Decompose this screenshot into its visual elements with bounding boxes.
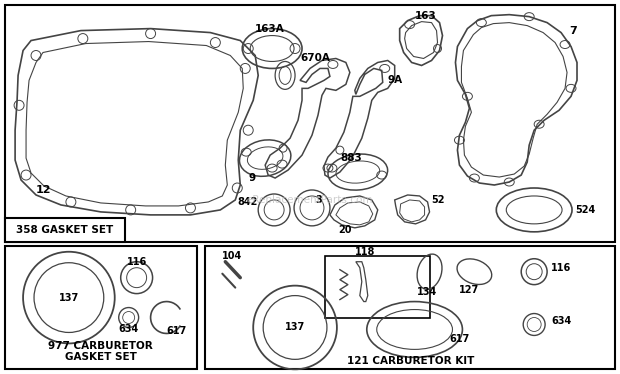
Text: 358 GASKET SET: 358 GASKET SET (16, 225, 113, 235)
Text: 7: 7 (569, 25, 577, 36)
Text: 134: 134 (417, 286, 438, 297)
Text: 617: 617 (166, 327, 187, 337)
Bar (5, 246, 197, 369)
Text: 137: 137 (285, 322, 305, 332)
Text: 12: 12 (36, 185, 51, 195)
Text: 670A: 670A (300, 53, 330, 64)
Text: 116: 116 (551, 263, 572, 273)
Bar (325, 256, 430, 318)
Text: 163: 163 (415, 10, 436, 21)
Text: eReplacementParts.com: eReplacementParts.com (247, 195, 373, 205)
Text: 842: 842 (238, 197, 258, 207)
Text: 634: 634 (551, 316, 572, 327)
Text: 137: 137 (59, 292, 79, 303)
Text: 118: 118 (355, 247, 375, 257)
Text: 977 CARBURETOR
GASKET SET: 977 CARBURETOR GASKET SET (48, 341, 153, 362)
Text: 9A: 9A (388, 76, 403, 85)
Text: 634: 634 (118, 325, 139, 334)
Text: 524: 524 (575, 205, 595, 215)
Text: 121 CARBURETOR KIT: 121 CARBURETOR KIT (347, 356, 474, 367)
Bar (5, 5, 615, 242)
Text: 127: 127 (459, 285, 479, 295)
Text: 20: 20 (338, 225, 352, 235)
Text: 3: 3 (315, 195, 322, 205)
Text: 617: 617 (450, 334, 470, 344)
Text: 9: 9 (248, 173, 255, 183)
Text: 104: 104 (222, 251, 242, 261)
Text: 883: 883 (340, 153, 361, 163)
Text: 116: 116 (126, 257, 147, 267)
Bar (205, 246, 615, 369)
Text: 163A: 163A (255, 24, 285, 34)
Bar (5, 218, 125, 242)
Text: 52: 52 (432, 195, 445, 205)
